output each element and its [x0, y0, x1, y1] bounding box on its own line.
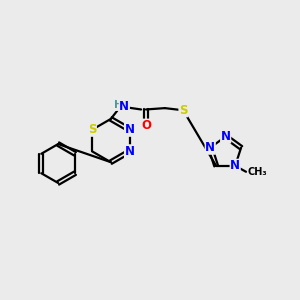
Text: S: S — [179, 104, 188, 117]
Text: N: N — [124, 123, 134, 136]
Text: O: O — [141, 119, 151, 132]
Text: N: N — [221, 130, 231, 143]
Text: N: N — [119, 100, 129, 113]
Text: S: S — [88, 123, 96, 136]
Text: N: N — [230, 159, 240, 172]
Text: H: H — [114, 100, 122, 110]
Text: N: N — [124, 145, 134, 158]
Text: CH₃: CH₃ — [247, 167, 267, 177]
Text: N: N — [205, 141, 215, 154]
